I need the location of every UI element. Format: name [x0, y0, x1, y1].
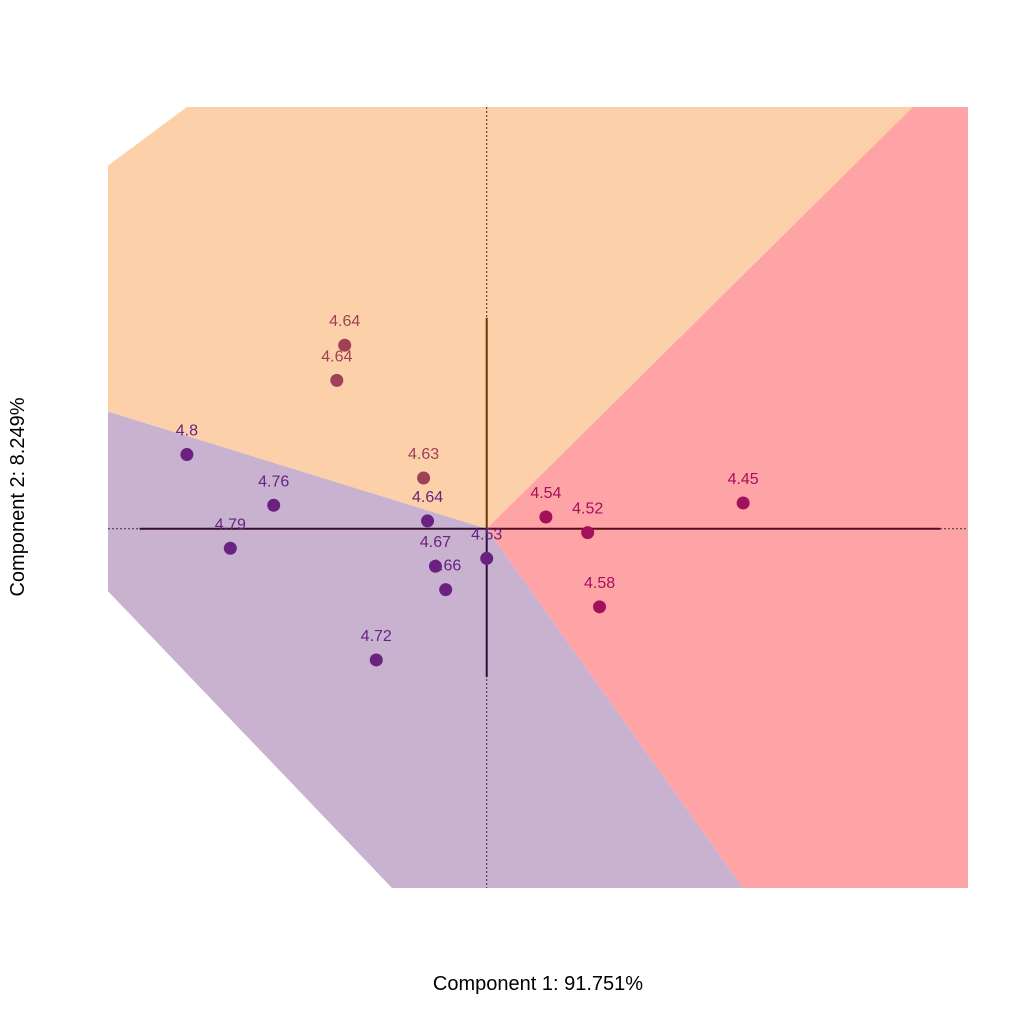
- data-point: [593, 600, 607, 614]
- cluster-regions: [108, 107, 968, 888]
- data-point: [267, 498, 281, 512]
- data-label: 4.64: [321, 348, 352, 365]
- data-label: 4.58: [584, 575, 615, 592]
- data-point: [338, 338, 352, 352]
- data-point: [180, 448, 194, 462]
- data-label: 4.64: [329, 313, 360, 330]
- data-label: 4.45: [728, 471, 759, 488]
- point-labels: 4.64 4.64 4.63 4.8 4.76 4.79 4.64 4.67 4.66 4.53 4…: [176, 313, 759, 645]
- data-point: [581, 526, 595, 540]
- data-point: [421, 514, 435, 528]
- data-point: [223, 541, 237, 555]
- data-point: [439, 583, 453, 597]
- region-red: [486, 107, 968, 888]
- data-label: 4.72: [361, 628, 392, 645]
- data-point: [736, 496, 750, 510]
- data-label: 4.67: [420, 534, 451, 551]
- data-label: 4.76: [258, 473, 289, 490]
- data-point: [369, 653, 383, 667]
- data-label: 4.54: [530, 485, 561, 502]
- region-orange: [108, 107, 913, 529]
- x-axis-title: Component 1: 91.751%: [433, 973, 643, 995]
- data-label: 4.63: [408, 446, 439, 463]
- y-axis-title: Component 2: 8.249%: [7, 397, 29, 596]
- data-point: [480, 551, 494, 565]
- data-point: [330, 373, 344, 387]
- data-label: 4.8: [176, 423, 198, 440]
- data-point: [417, 471, 431, 485]
- reference-lines: [108, 107, 968, 888]
- data-label: 4.64: [412, 489, 443, 506]
- data-point: [428, 559, 442, 573]
- data-label: 4.79: [215, 516, 246, 533]
- data-label: 4.52: [572, 501, 603, 518]
- data-point: [539, 510, 553, 524]
- data-label: 4.66: [430, 558, 461, 575]
- data-points: [180, 338, 750, 667]
- region-purple: [108, 411, 744, 888]
- data-label: 4.53: [471, 526, 502, 543]
